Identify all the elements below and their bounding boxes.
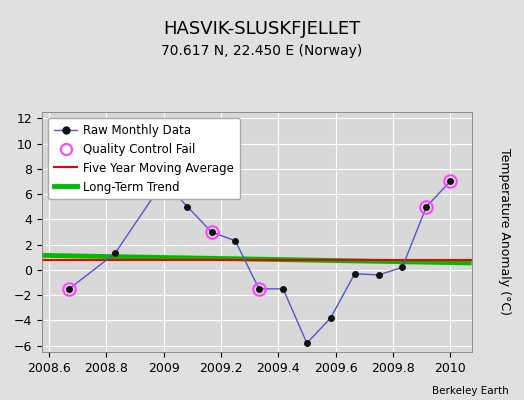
Legend: Raw Monthly Data, Quality Control Fail, Five Year Moving Average, Long-Term Tren: Raw Monthly Data, Quality Control Fail, … xyxy=(48,118,240,200)
Text: HASVIK-SLUSKFJELLET: HASVIK-SLUSKFJELLET xyxy=(163,20,361,38)
Text: Berkeley Earth: Berkeley Earth xyxy=(432,386,508,396)
Y-axis label: Temperature Anomaly (°C): Temperature Anomaly (°C) xyxy=(498,148,511,316)
Text: 70.617 N, 22.450 E (Norway): 70.617 N, 22.450 E (Norway) xyxy=(161,44,363,58)
